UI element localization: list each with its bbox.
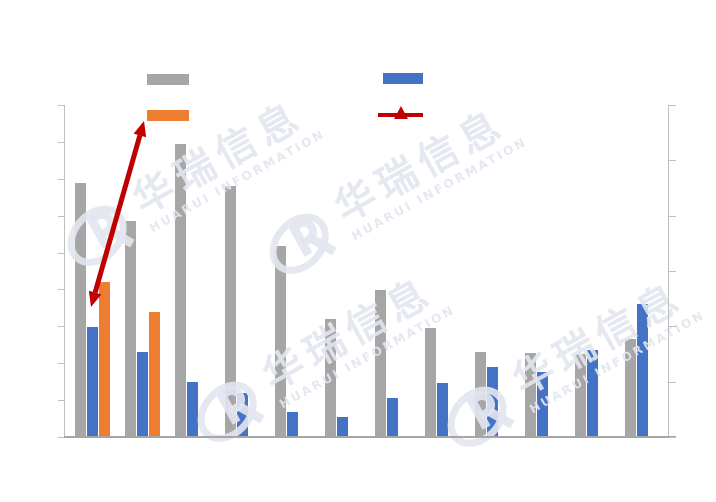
watermark-4: 华瑞信息 HUARUI INFORMATION bbox=[429, 263, 711, 463]
bar-gray-4 bbox=[225, 186, 236, 437]
bar-blue-3 bbox=[187, 381, 198, 437]
bar-blue-4 bbox=[237, 392, 248, 437]
watermark-1: 华瑞信息 HUARUI INFORMATION bbox=[49, 82, 331, 282]
y-tick-left bbox=[58, 363, 64, 365]
watermark-text: 华瑞信息 HUARUI INFORMATION bbox=[327, 97, 530, 243]
watermark-text: 华瑞信息 HUARUI INFORMATION bbox=[125, 89, 328, 235]
y-tick-right bbox=[669, 215, 676, 217]
bar-blue-5 bbox=[287, 412, 298, 437]
bar-gray-8 bbox=[425, 328, 436, 437]
y-tick-left bbox=[58, 105, 64, 106]
y-tick-left bbox=[58, 215, 64, 217]
watermark-cn-text: 华瑞信息 bbox=[327, 99, 514, 232]
arrow-head bbox=[133, 121, 147, 138]
arrow-shaft bbox=[92, 134, 143, 294]
watermark-cn-text: 华瑞信息 bbox=[125, 91, 312, 224]
watermark-text: 华瑞信息 HUARUI INFORMATION bbox=[255, 265, 458, 411]
legend-marker-red-line bbox=[393, 106, 408, 119]
bar-gray-11 bbox=[575, 354, 586, 437]
watermark-2: 华瑞信息 HUARUI INFORMATION bbox=[251, 90, 533, 290]
bar-orange-1 bbox=[99, 281, 110, 437]
huarui-logo-icon bbox=[447, 386, 515, 447]
bar-blue-11 bbox=[587, 350, 598, 437]
y-tick-right bbox=[669, 105, 676, 106]
watermark-cn-text: 华瑞信息 bbox=[255, 267, 442, 400]
bar-gray-7 bbox=[375, 289, 386, 437]
bar-blue-1 bbox=[87, 327, 98, 437]
y-tick-right bbox=[669, 326, 676, 328]
y-tick-right bbox=[669, 271, 676, 272]
huarui-logo-icon bbox=[269, 213, 337, 274]
bar-blue-12 bbox=[637, 303, 648, 437]
watermark-en-text: HUARUI INFORMATION bbox=[276, 302, 458, 411]
bar-blue-9 bbox=[487, 366, 498, 437]
y-tick-left bbox=[58, 326, 64, 328]
bar-gray-5 bbox=[275, 246, 286, 437]
bar-orange-2 bbox=[149, 311, 160, 437]
x-axis bbox=[64, 436, 676, 438]
bar-blue-7 bbox=[387, 398, 398, 437]
y-tick-left bbox=[58, 289, 64, 291]
bar-gray-12 bbox=[625, 339, 636, 437]
bar-gray-3 bbox=[175, 143, 186, 437]
y-tick-left bbox=[58, 252, 64, 254]
huarui-logo-icon bbox=[197, 381, 265, 442]
legend-line-red-line bbox=[378, 113, 423, 117]
legend-swatch-blue bbox=[383, 73, 423, 84]
arrow-head bbox=[88, 290, 102, 307]
y-tick-right bbox=[669, 160, 676, 162]
watermark-en-text: HUARUI INFORMATION bbox=[348, 134, 530, 243]
bar-blue-2 bbox=[137, 352, 148, 437]
secondary-y-axis bbox=[668, 105, 669, 437]
watermark-en-text: HUARUI INFORMATION bbox=[146, 126, 328, 235]
bar-blue-8 bbox=[437, 382, 448, 437]
bar-gray-1 bbox=[75, 183, 86, 437]
bar-blue-10 bbox=[537, 371, 548, 437]
legend-swatch-gray bbox=[147, 74, 189, 85]
watermark-cn-text: 华瑞信息 bbox=[505, 272, 692, 405]
watermark-en-text: HUARUI INFORMATION bbox=[526, 307, 708, 416]
y-tick-left bbox=[58, 178, 64, 180]
watermark-text: 华瑞信息 HUARUI INFORMATION bbox=[505, 270, 708, 416]
y-tick-left bbox=[58, 400, 64, 402]
primary-y-axis bbox=[64, 105, 65, 437]
bar-blue-6 bbox=[337, 417, 348, 437]
watermark-3: 华瑞信息 HUARUI INFORMATION bbox=[179, 258, 461, 458]
bar-gray-9 bbox=[475, 352, 486, 437]
bar-gray-2 bbox=[125, 220, 136, 437]
bar-gray-6 bbox=[325, 319, 336, 437]
y-tick-right bbox=[669, 437, 676, 438]
huarui-logo-icon bbox=[67, 205, 135, 266]
y-tick-left bbox=[58, 141, 64, 143]
y-tick-left bbox=[58, 437, 64, 438]
y-tick-right bbox=[669, 381, 676, 383]
legend-swatch-orange bbox=[147, 110, 189, 121]
bar-gray-10 bbox=[525, 353, 536, 437]
